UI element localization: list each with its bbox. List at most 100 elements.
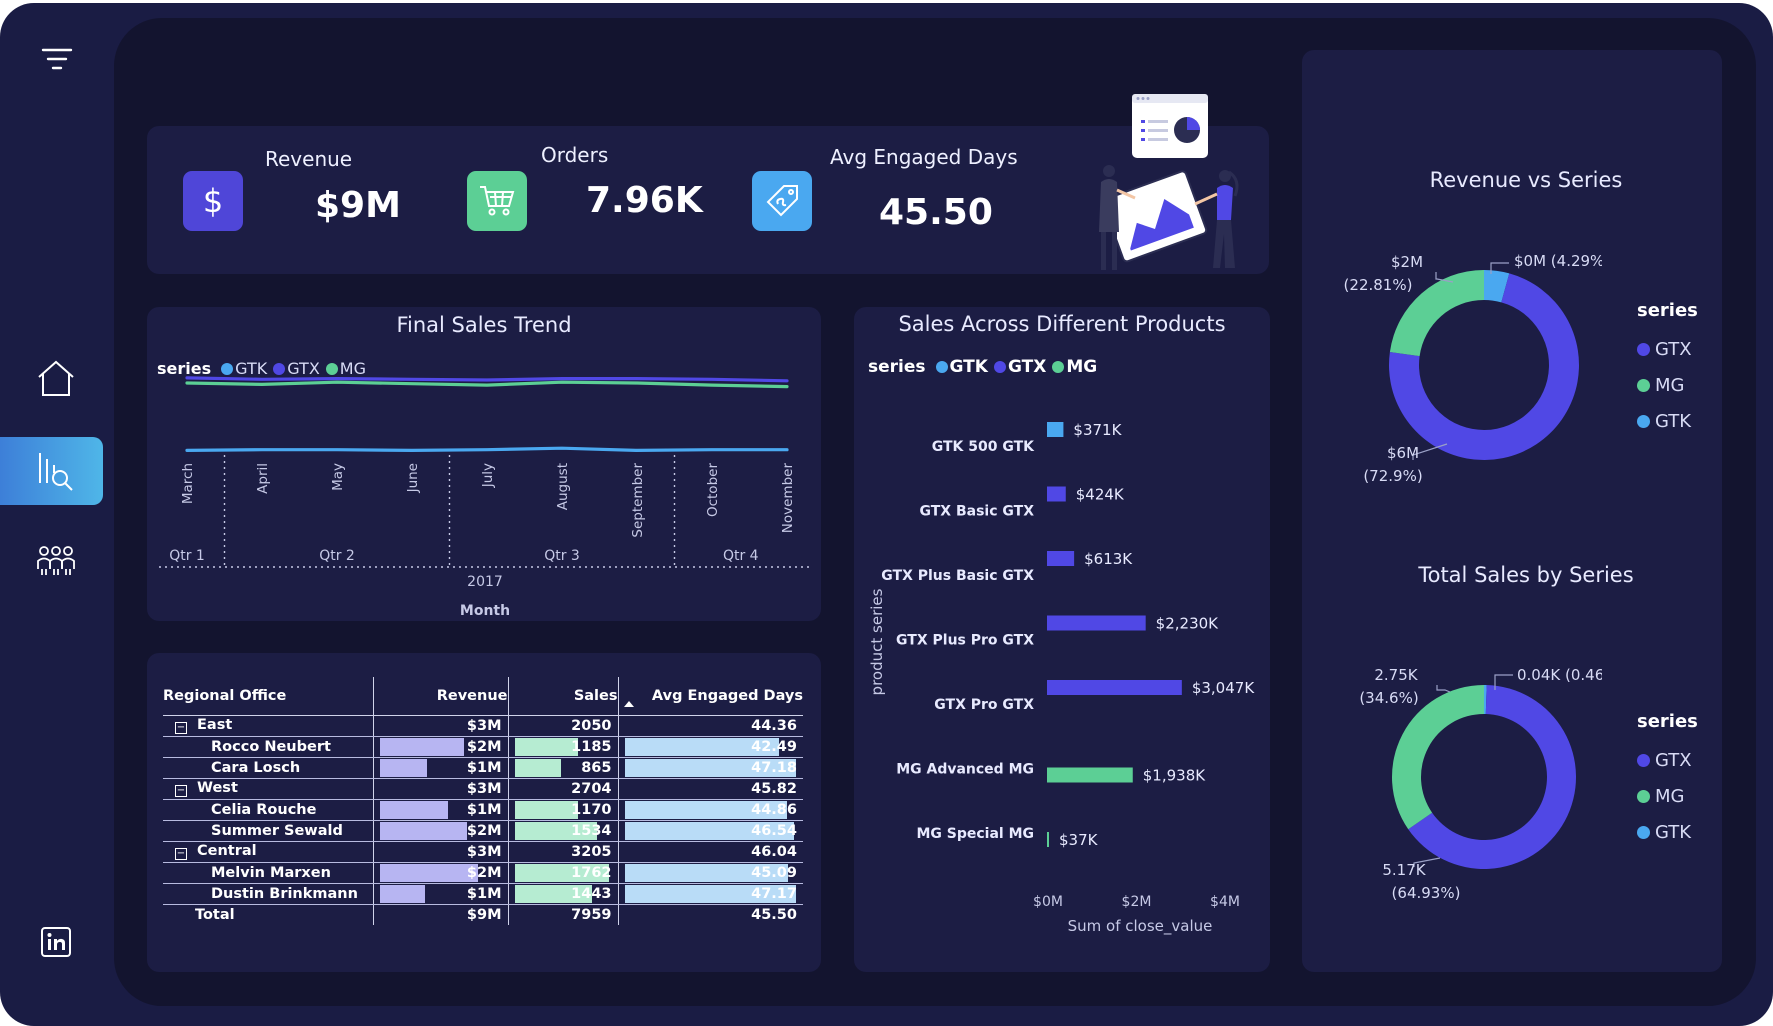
legend-item-mg[interactable]: MG	[1637, 778, 1698, 814]
leader-line	[1413, 857, 1441, 867]
table-header-revenue[interactable]: Revenue	[373, 677, 509, 716]
products-panel	[854, 307, 1270, 972]
data-bar	[514, 737, 579, 756]
slice-gtk[interactable]	[1484, 685, 1487, 715]
data-bar	[624, 821, 794, 840]
legend-item-gtx[interactable]: GTX	[273, 359, 320, 378]
x-tick-label: May	[330, 463, 346, 491]
sales-cell: 1534	[508, 820, 619, 842]
kpi-panel	[147, 126, 1269, 274]
legend-item-mg[interactable]: MG	[1052, 357, 1097, 377]
table-row[interactable]: Dustin Brinkmann $1M 1443 47.17	[163, 883, 803, 905]
data-label: $3,047K	[1192, 679, 1255, 697]
table-row[interactable]: Celia Rouche $1M 1170 44.86	[163, 799, 803, 821]
table-group-row[interactable]: − West $3M 2704 45.82	[163, 778, 803, 800]
avg-engaged-days-cell: 44.36	[618, 715, 803, 737]
quarter-label: Qtr 1	[169, 548, 205, 564]
slice-gtx[interactable]	[1408, 685, 1576, 869]
regional-office-cell: Dustin Brinkmann	[163, 883, 374, 905]
bar[interactable]	[1047, 615, 1146, 631]
table-row[interactable]: Summer Sewald $2M 1534 46.54	[163, 820, 803, 842]
series-line-gtx[interactable]	[185, 376, 789, 383]
collapse-icon[interactable]: −	[175, 848, 187, 860]
linkedin-icon[interactable]	[38, 924, 74, 960]
regional-office-cell: Summer Sewald	[163, 820, 374, 842]
revenue-cell: $3M	[373, 841, 509, 863]
slice-label: $6M	[1387, 444, 1419, 462]
legend-item-gtk[interactable]: GTK	[935, 357, 988, 377]
revenue-cell: $3M	[373, 715, 509, 737]
legend-item-gtx[interactable]: GTX	[1637, 742, 1698, 778]
legend-title: series	[868, 357, 926, 377]
x-axis-title: Month	[460, 603, 510, 619]
slice-mg[interactable]	[1389, 270, 1484, 357]
x-tick-label: June	[405, 463, 421, 493]
legend-item-gtk[interactable]: GTK	[1637, 814, 1698, 850]
bar[interactable]	[1047, 551, 1075, 566]
sales-cell: 1185	[508, 736, 619, 758]
data-bar	[624, 884, 796, 903]
bar[interactable]	[1047, 486, 1066, 502]
legend-item-gtk[interactable]: GTK	[1637, 403, 1698, 439]
y-tick-label: MG Advanced MG	[896, 762, 1034, 778]
slice-mg[interactable]	[1392, 685, 1484, 830]
avg-engaged-days-cell: 42.49	[618, 736, 803, 758]
table-row[interactable]: Cara Losch $1M 865 47.18	[163, 757, 803, 779]
data-bar	[379, 863, 478, 882]
quarter-label: Qtr 4	[723, 548, 759, 564]
data-bar	[379, 884, 425, 903]
leader-line	[1435, 272, 1454, 283]
y-axis-title: product series	[868, 588, 886, 695]
data-label: $37K	[1059, 831, 1099, 849]
table-header-regional-office[interactable]: Regional Office	[163, 677, 374, 716]
legend-title: series	[1637, 711, 1698, 732]
bar[interactable]	[1047, 680, 1182, 695]
sort-ascending-icon[interactable]	[624, 701, 634, 707]
sidebar-item-analytics[interactable]	[0, 437, 103, 505]
legend-item-mg[interactable]: MG	[325, 359, 366, 378]
legend-item-gtk[interactable]: GTK	[221, 359, 267, 378]
avg-engaged-days-cell: 47.17	[618, 883, 803, 905]
table-header-sales[interactable]: Sales	[508, 677, 619, 716]
data-bar	[514, 863, 610, 882]
bar[interactable]	[1047, 832, 1049, 847]
table-header-avg-engaged-days[interactable]: Avg Engaged Days	[618, 677, 803, 716]
bar[interactable]	[1047, 422, 1064, 437]
data-label: $371K	[1073, 421, 1122, 439]
home-icon[interactable]	[32, 356, 80, 400]
legend-item-mg[interactable]: MG	[1637, 367, 1698, 403]
data-bar	[379, 737, 465, 756]
filter-icon[interactable]	[34, 42, 80, 76]
legend-item-gtx[interactable]: GTX	[993, 357, 1046, 377]
bar[interactable]	[1047, 767, 1133, 783]
avg-engaged-days-cell: 46.54	[618, 820, 803, 842]
analytics-search-icon[interactable]	[34, 446, 78, 496]
table-group-row[interactable]: − East $3M 2050 44.36	[163, 715, 803, 737]
slice-label: 5.17K	[1382, 861, 1426, 879]
series-line-gtk[interactable]	[185, 446, 789, 453]
legend-item-gtx[interactable]: GTX	[1637, 331, 1698, 367]
series-line-mg[interactable]	[185, 380, 789, 389]
x-tick-label: November	[780, 463, 796, 534]
table-total-row[interactable]: Total $9M 7959 45.50	[163, 904, 803, 925]
y-tick-label: GTX Plus Pro GTX	[896, 633, 1034, 649]
avg-engaged-days-cell: 44.86	[618, 799, 803, 821]
y-tick-label: GTK 500 GTK	[932, 439, 1035, 455]
y-tick-label: MG Special MG	[916, 826, 1034, 842]
revenue-cell: $2M	[373, 736, 509, 758]
x-tick-label: September	[630, 463, 646, 538]
table-row[interactable]: Rocco Neubert $2M 1185 42.49	[163, 736, 803, 758]
revenue-cell: $2M	[373, 820, 509, 842]
collapse-icon[interactable]: −	[175, 722, 187, 734]
data-label: $613K	[1084, 550, 1133, 568]
collapse-icon[interactable]: −	[175, 785, 187, 797]
slice-gtk[interactable]	[1484, 270, 1510, 303]
table-group-row[interactable]: − Central $3M 3205 46.04	[163, 841, 803, 863]
slice-gtx[interactable]	[1389, 273, 1579, 461]
revenue-cell: $9M	[373, 904, 509, 925]
avg-engaged-days-cell: 45.82	[618, 778, 803, 800]
total-sales-series-legend: series GTX MG GTK	[1637, 711, 1698, 850]
table-row[interactable]: Melvin Marxen $2M 1762 45.09	[163, 862, 803, 884]
leader-line	[1436, 685, 1451, 693]
people-group-icon[interactable]	[34, 540, 78, 580]
